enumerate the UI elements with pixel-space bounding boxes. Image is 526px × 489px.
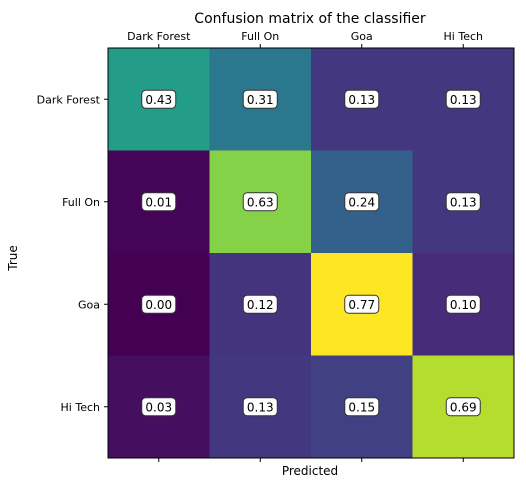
cell-value-label: 0.24 — [344, 192, 380, 212]
cell-value-box — [242, 192, 278, 212]
x-axis-ticks: Dark Forest Full On Goa Hi Tech — [127, 30, 483, 462]
cell-value-text: 0.13 — [247, 400, 274, 414]
cell-value-text: 0.13 — [450, 93, 477, 107]
y-tick-label: Dark Forest — [37, 93, 101, 106]
cell-value-box — [242, 89, 278, 109]
cell-value-box — [445, 397, 481, 417]
cell-value-text: 0.13 — [450, 195, 477, 209]
x-axis-title: Predicted — [282, 464, 338, 478]
cell-value-text: 0.24 — [348, 195, 375, 209]
x-tick-label: Dark Forest — [127, 30, 191, 43]
cell-value-text: 0.15 — [348, 400, 375, 414]
cell-value-label: 0.69 — [445, 397, 481, 417]
cell-value-text: 0.00 — [145, 298, 172, 312]
cell-value-text: 0.03 — [145, 400, 172, 414]
cell-value-label: 0.43 — [141, 89, 177, 109]
cell-value-box — [445, 192, 481, 212]
x-tick-label: Full On — [241, 30, 279, 43]
chart-title: Confusion matrix of the classifier — [194, 11, 426, 27]
cell-value-label: 0.01 — [141, 192, 177, 212]
cell-value-box — [344, 89, 380, 109]
cell-value-label: 0.13 — [445, 89, 481, 109]
cell-value-box — [344, 397, 380, 417]
cell-value-text: 0.77 — [348, 298, 375, 312]
cell-value-text: 0.31 — [247, 93, 274, 107]
cell-value-label: 0.03 — [141, 397, 177, 417]
cell-value-text: 0.01 — [145, 195, 172, 209]
heatmap-cell-labels: 0.43 0.31 0.13 0.13 0.01 0.63 0.24 0.13 0.00 0.12… — [141, 89, 481, 417]
cell-value-label: 0.31 — [242, 89, 278, 109]
cell-value-box — [445, 89, 481, 109]
cell-value-label: 0.00 — [141, 294, 177, 314]
cell-value-label: 0.63 — [242, 192, 278, 212]
cell-value-text: 0.63 — [247, 195, 274, 209]
y-tick-label: Hi Tech — [61, 401, 100, 414]
cell-value-box — [344, 294, 380, 314]
cell-value-text: 0.13 — [348, 93, 375, 107]
cell-value-label: 0.12 — [242, 294, 278, 314]
y-tick-label: Goa — [78, 298, 100, 311]
cell-value-box — [141, 397, 177, 417]
cell-value-text: 0.43 — [145, 93, 172, 107]
cell-value-box — [141, 294, 177, 314]
cell-value-text: 0.12 — [247, 298, 274, 312]
cell-value-label: 0.15 — [344, 397, 380, 417]
x-tick-label: Hi Tech — [444, 30, 483, 43]
cell-value-box — [141, 89, 177, 109]
x-tick-label: Goa — [351, 30, 373, 43]
cell-value-label: 0.13 — [344, 89, 380, 109]
cell-value-text: 0.10 — [450, 298, 477, 312]
cell-value-box — [242, 397, 278, 417]
cell-value-box — [141, 192, 177, 212]
y-tick-label: Full On — [62, 196, 100, 209]
cell-value-label: 0.10 — [445, 294, 481, 314]
cell-value-box — [242, 294, 278, 314]
cell-value-label: 0.77 — [344, 294, 380, 314]
plot-frame — [107, 47, 515, 459]
y-axis-title: True — [6, 245, 20, 272]
cell-value-box — [344, 192, 380, 212]
y-axis-ticks: Dark Forest Full On Goa Hi Tech — [37, 93, 108, 414]
cell-value-text: 0.69 — [450, 400, 477, 414]
heatmap-cells — [108, 48, 515, 459]
cell-value-box — [445, 294, 481, 314]
cell-value-label: 0.13 — [242, 397, 278, 417]
cell-value-label: 0.13 — [445, 192, 481, 212]
